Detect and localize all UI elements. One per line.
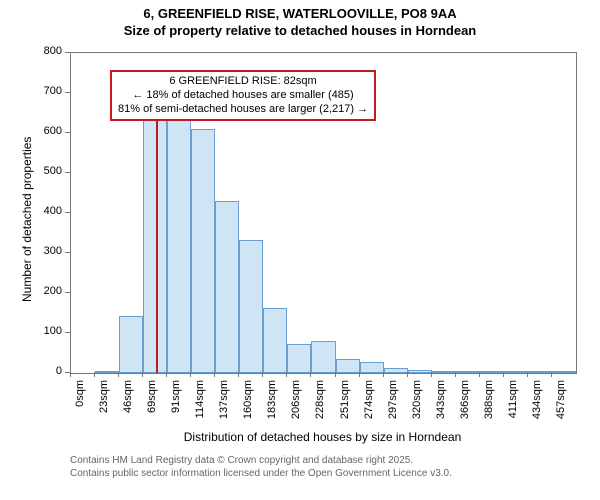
histogram-bar	[432, 371, 456, 373]
y-tick	[65, 92, 70, 93]
x-tick	[503, 372, 504, 377]
y-tick-label: 600	[22, 125, 62, 137]
x-tick-label: 320sqm	[411, 380, 423, 480]
histogram-bar	[167, 116, 191, 373]
x-tick-label: 206sqm	[290, 380, 302, 480]
histogram-bar	[504, 371, 528, 373]
x-tick	[527, 372, 528, 377]
x-tick	[94, 372, 95, 377]
histogram-bar	[191, 129, 215, 373]
x-tick	[383, 372, 384, 377]
x-tick-label: 411sqm	[507, 380, 519, 480]
x-tick	[479, 372, 480, 377]
y-tick	[65, 292, 70, 293]
histogram-bar	[311, 341, 335, 373]
x-tick-label: 457sqm	[555, 380, 567, 480]
y-tick	[65, 252, 70, 253]
annotation-line-2: ← 18% of detached houses are smaller (48…	[118, 89, 368, 103]
x-tick-label: 434sqm	[531, 380, 543, 480]
x-tick	[70, 372, 71, 377]
annotation-line-1: 6 GREENFIELD RISE: 82sqm	[118, 75, 368, 89]
chart-container: 6, GREENFIELD RISE, WATERLOOVILLE, PO8 9…	[0, 0, 600, 500]
histogram-bar	[239, 240, 263, 373]
reference-line	[156, 117, 158, 373]
histogram-bar	[552, 371, 576, 373]
histogram-bar	[336, 359, 360, 373]
y-tick	[65, 332, 70, 333]
x-tick	[238, 372, 239, 377]
histogram-bar	[95, 371, 119, 373]
y-tick-label: 500	[22, 165, 62, 177]
x-tick	[286, 372, 287, 377]
histogram-bar	[384, 368, 408, 373]
x-tick	[166, 372, 167, 377]
y-axis-label: Number of detached properties	[20, 137, 34, 302]
y-tick-label: 0	[22, 365, 62, 377]
x-tick	[262, 372, 263, 377]
y-tick	[65, 172, 70, 173]
x-tick-label: 297sqm	[387, 380, 399, 480]
x-tick	[455, 372, 456, 377]
x-tick-label: 183sqm	[266, 380, 278, 480]
x-tick	[118, 372, 119, 377]
x-tick	[142, 372, 143, 377]
x-tick-label: 137sqm	[218, 380, 230, 480]
y-tick-label: 400	[22, 205, 62, 217]
histogram-bar	[480, 371, 504, 373]
x-tick-label: 69sqm	[146, 380, 158, 480]
title-line-2: Size of property relative to detached ho…	[0, 23, 600, 40]
y-tick-label: 200	[22, 285, 62, 297]
x-tick	[431, 372, 432, 377]
x-tick-label: 91sqm	[170, 380, 182, 480]
x-tick-label: 0sqm	[74, 380, 86, 480]
title-line-1: 6, GREENFIELD RISE, WATERLOOVILLE, PO8 9…	[0, 6, 600, 23]
x-tick-label: 366sqm	[459, 380, 471, 480]
y-tick-label: 700	[22, 85, 62, 97]
annotation-line-3: 81% of semi-detached houses are larger (…	[118, 103, 368, 117]
histogram-bar	[528, 371, 552, 373]
y-tick-label: 300	[22, 245, 62, 257]
x-tick-label: 23sqm	[98, 380, 110, 480]
y-tick-label: 800	[22, 45, 62, 57]
histogram-bar	[119, 316, 143, 373]
y-tick	[65, 132, 70, 133]
x-tick	[214, 372, 215, 377]
histogram-bar	[456, 371, 480, 373]
y-tick	[65, 52, 70, 53]
x-tick	[551, 372, 552, 377]
x-tick	[407, 372, 408, 377]
x-tick-label: 274sqm	[363, 380, 375, 480]
histogram-bar	[215, 201, 239, 373]
x-tick-label: 160sqm	[242, 380, 254, 480]
histogram-bar	[360, 362, 384, 373]
y-tick	[65, 212, 70, 213]
histogram-bar	[408, 370, 432, 373]
histogram-bar	[263, 308, 287, 373]
x-tick	[335, 372, 336, 377]
histogram-bar	[287, 344, 311, 373]
x-tick-label: 228sqm	[314, 380, 326, 480]
y-tick-label: 100	[22, 325, 62, 337]
x-tick	[310, 372, 311, 377]
annotation-box: 6 GREENFIELD RISE: 82sqm ← 18% of detach…	[110, 70, 376, 121]
x-tick	[359, 372, 360, 377]
x-tick-label: 251sqm	[339, 380, 351, 480]
x-tick-label: 388sqm	[483, 380, 495, 480]
x-tick	[190, 372, 191, 377]
x-tick-label: 114sqm	[194, 380, 206, 480]
x-tick-label: 46sqm	[122, 380, 134, 480]
chart-title: 6, GREENFIELD RISE, WATERLOOVILLE, PO8 9…	[0, 0, 600, 40]
x-tick-label: 343sqm	[435, 380, 447, 480]
